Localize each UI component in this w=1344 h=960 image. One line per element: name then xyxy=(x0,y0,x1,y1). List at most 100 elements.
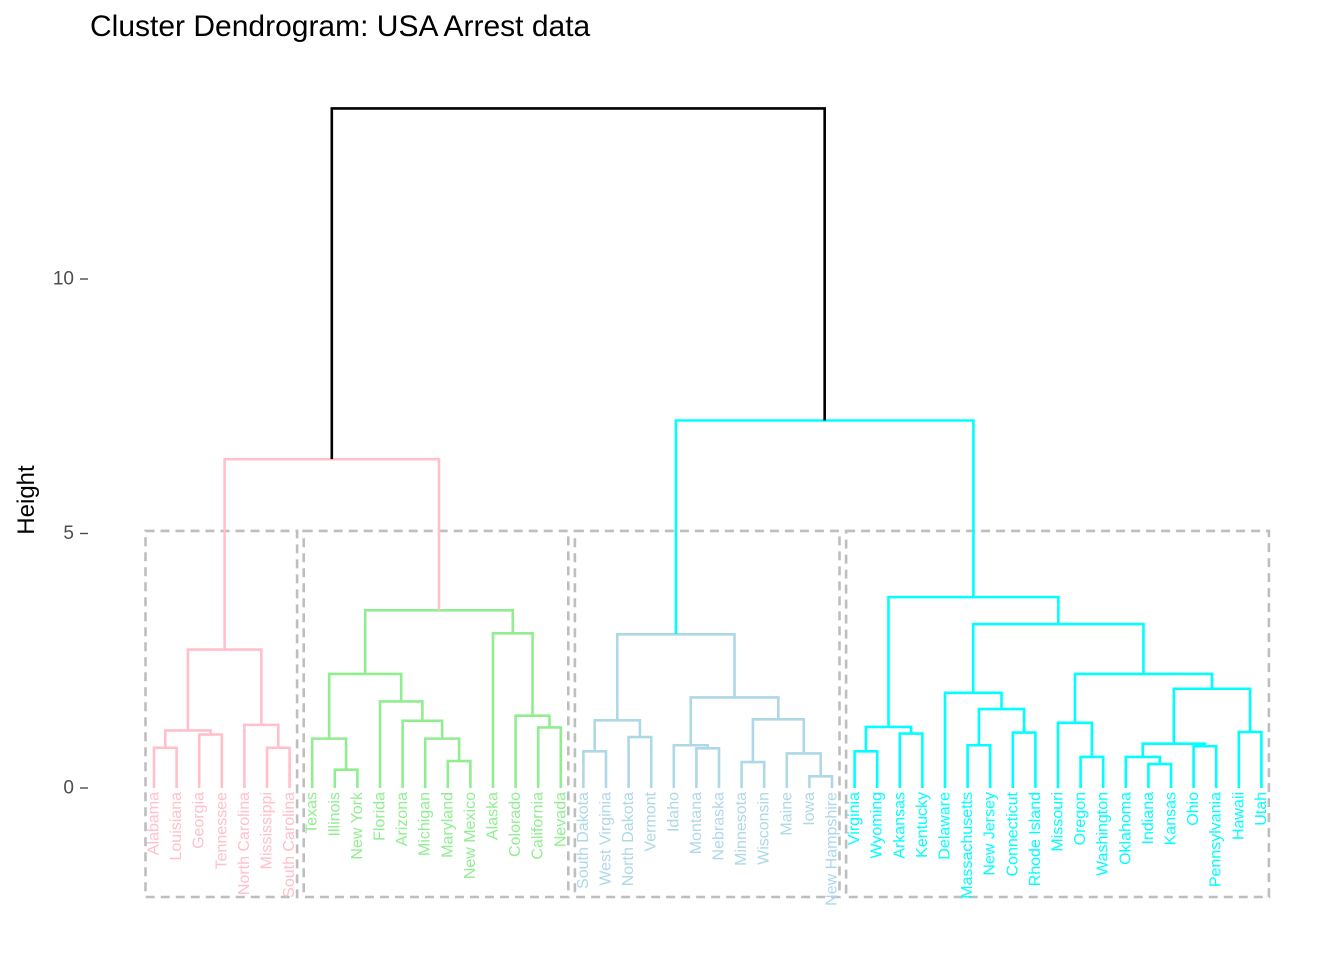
dendrogram-branch xyxy=(977,707,1026,746)
leaf-label: Alabama xyxy=(146,792,163,855)
cluster-boxes xyxy=(144,529,1271,899)
y-tick-label: 10 xyxy=(53,269,74,290)
dendrogram-branch xyxy=(674,419,975,635)
leaf-label: Ohio xyxy=(1185,792,1202,826)
y-axis-label: Height xyxy=(13,465,40,535)
y-tick-label: 5 xyxy=(63,523,74,544)
dendrogram-branch xyxy=(627,735,653,788)
leaf-label: Tennessee xyxy=(213,792,230,869)
dendrogram-branch xyxy=(243,723,280,788)
chart-title: Cluster Dendrogram: USA Arrest data xyxy=(90,10,591,43)
leaf-label: South Dakota xyxy=(575,792,592,889)
dendrogram-branch xyxy=(864,725,913,752)
leaf-label: Idaho xyxy=(665,792,682,832)
dendrogram-branch xyxy=(898,732,924,788)
leaf-label: Pennsylvania xyxy=(1208,792,1225,887)
leaf-label: Oklahoma xyxy=(1117,792,1134,865)
leaf-label: Arkansas xyxy=(891,792,908,859)
dendrogram-branch xyxy=(1056,721,1094,788)
leaf-label: Arizona xyxy=(394,792,411,846)
dendrogram-branch xyxy=(971,622,1145,693)
dendrogram-branch xyxy=(223,457,441,650)
dendrogram-branch xyxy=(943,691,1003,788)
dendrogram-branch xyxy=(330,107,826,460)
leaf-label: Utah xyxy=(1253,792,1270,826)
leaf-label: Wisconsin xyxy=(756,792,773,865)
dendrogram-branch xyxy=(966,743,992,788)
dendrogram-branches xyxy=(152,107,1263,788)
dendrogram-branch xyxy=(401,719,444,788)
leaf-label: Maine xyxy=(778,792,795,836)
leaf-label: Nebraska xyxy=(711,792,728,861)
dendrogram-branch xyxy=(853,750,879,788)
leaf-label: New York xyxy=(349,791,366,860)
dendrogram-branch xyxy=(310,737,348,788)
leaf-label: Nevada xyxy=(552,792,569,847)
dendrogram-branch xyxy=(1124,755,1161,788)
leaf-label: Georgia xyxy=(191,792,208,849)
leaf-label: Oregon xyxy=(1072,792,1089,845)
leaf-label: North Carolina xyxy=(236,792,253,895)
leaf-label: New Mexico xyxy=(462,792,479,879)
dendrogram-branch xyxy=(582,750,608,788)
leaf-label: Connecticut xyxy=(1004,791,1021,876)
dendrogram-branch xyxy=(446,759,472,788)
leaf-label: Florida xyxy=(372,792,389,841)
leaf-label: New Hampshire xyxy=(824,792,841,906)
leaf-label: Delaware xyxy=(937,792,954,860)
leaf-label: West Virginia xyxy=(598,792,615,886)
dendrogram-branch xyxy=(536,726,563,788)
leaf-label: Louisiana xyxy=(168,792,185,861)
leaf-label: Indiana xyxy=(1140,792,1157,845)
leaf-labels: Alabama Louisiana Georgia Tennessee North Ca… xyxy=(146,791,1270,906)
dendrogram-branch xyxy=(689,696,780,746)
dendrogram-branch xyxy=(491,631,534,788)
dendrogram-branch xyxy=(616,632,736,721)
leaf-label: Texas xyxy=(304,792,321,834)
dendrogram-branch xyxy=(785,752,822,788)
dendrogram-branch xyxy=(378,700,424,788)
leaf-label: Mississippi xyxy=(259,792,276,869)
dendrogram-branch xyxy=(1192,744,1218,788)
dendrogram-branch xyxy=(751,717,806,763)
leaf-label: Washington xyxy=(1095,792,1112,876)
cluster-box xyxy=(573,529,841,899)
dendrogram-branch xyxy=(327,672,403,739)
dendrogram-branch xyxy=(1011,731,1037,788)
dendrogram-branch xyxy=(808,774,834,788)
dendrogram-branch xyxy=(265,746,291,788)
leaf-label: Maryland xyxy=(439,792,456,858)
cluster-box xyxy=(844,529,1271,899)
dendrogram-branch xyxy=(333,768,359,788)
leaf-label: Montana xyxy=(688,792,705,854)
dendrogram-branch xyxy=(672,743,709,788)
leaf-label: Hawaii xyxy=(1230,792,1247,840)
cluster-box xyxy=(302,529,570,899)
dendrogram-branch xyxy=(1237,730,1263,788)
leaf-label: Alaska xyxy=(485,792,502,840)
leaf-label: Colorado xyxy=(507,792,524,857)
leaf-label: Kansas xyxy=(1163,792,1180,845)
y-tick-label: 0 xyxy=(63,778,74,799)
leaf-label: Massachusetts xyxy=(959,792,976,899)
dendrogram-branch xyxy=(423,737,461,788)
dendrogram-branch xyxy=(186,648,263,731)
leaf-label: South Carolina xyxy=(281,792,298,898)
dendrogram-branch xyxy=(1073,672,1214,723)
dendrogram-branch xyxy=(1079,755,1105,788)
leaf-label: Michigan xyxy=(417,792,434,856)
leaf-label: Iowa xyxy=(801,792,818,826)
dendrogram-branch xyxy=(363,609,515,674)
dendrogram-branch xyxy=(197,733,224,788)
leaf-label: Vermont xyxy=(643,791,660,851)
leaf-label: New Jersey xyxy=(982,792,999,876)
leaf-label: North Dakota xyxy=(620,792,637,886)
dendrogram-branch xyxy=(740,760,766,788)
dendrogram-branch xyxy=(152,746,178,788)
leaf-label: California xyxy=(530,792,547,860)
dendrogram-branch xyxy=(164,729,212,748)
dendrogram-branch xyxy=(695,746,721,788)
leaf-label: Kentucky xyxy=(914,792,931,858)
leaf-label: Illinois xyxy=(326,792,343,836)
